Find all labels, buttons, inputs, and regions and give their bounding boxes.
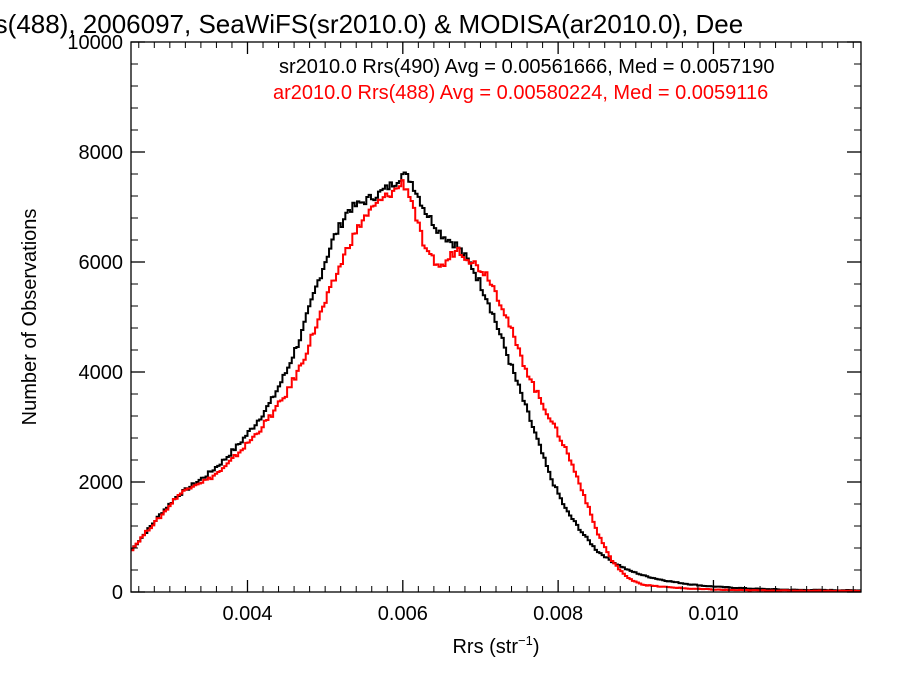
x-axis-label-main: Rrs (str: [452, 636, 518, 658]
chart-title: rs(488), 2006097, SeaWiFS(sr2010.0) & MO…: [0, 9, 743, 39]
series-line-black: [131, 171, 861, 592]
x-tick-label: 0.004: [222, 603, 272, 625]
legend-entry-black: sr2010.0 Rrs(490) Avg = 0.00561666, Med …: [279, 56, 775, 78]
y-tick-label: 4000: [79, 362, 124, 384]
y-tick-label: 10000: [67, 32, 123, 54]
y-axis-label: Number of Observations: [19, 209, 41, 426]
plot-frame: [130, 41, 862, 593]
y-axis: 0 2000 4000 6000 8000 10000: [67, 32, 861, 604]
y-tick-label: 2000: [79, 472, 124, 494]
x-axis: 0.004 0.006 0.008 0.010: [138, 42, 854, 625]
y-tick-label: 8000: [79, 142, 124, 164]
x-axis-label-close: ): [533, 636, 540, 658]
y-tick-label: 6000: [79, 252, 124, 274]
series-line-red: [131, 179, 861, 592]
y-tick-label: 0: [112, 582, 123, 604]
x-axis-label-superscript: −1: [518, 633, 533, 648]
x-tick-label: 0.008: [533, 603, 583, 625]
x-tick-label: 0.010: [688, 603, 738, 625]
x-tick-label: 0.006: [378, 603, 428, 625]
series-layer: [131, 171, 861, 592]
legend-entry-red: ar2010.0 Rrs(488) Avg = 0.00580224, Med …: [273, 82, 768, 104]
x-axis-label: Rrs (str−1): [452, 633, 539, 658]
